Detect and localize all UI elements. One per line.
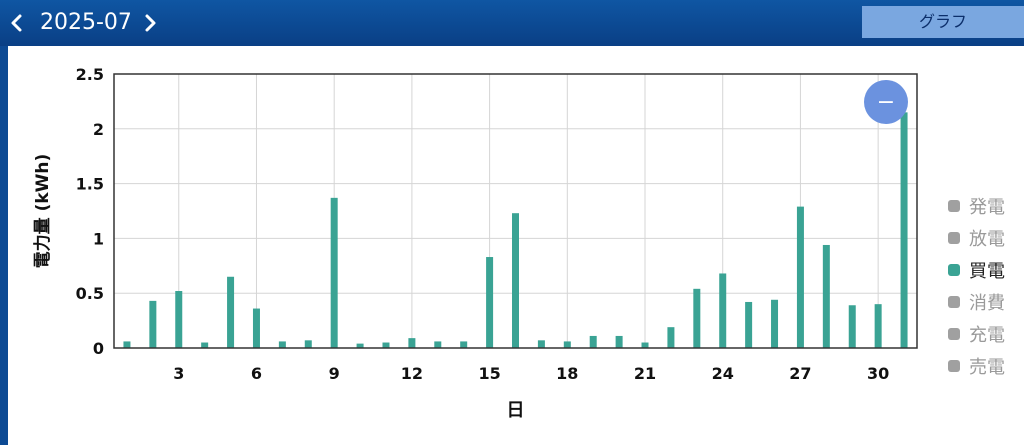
- bar[interactable]: [356, 343, 364, 348]
- minus-icon: −: [877, 90, 895, 115]
- legend-item[interactable]: 消費: [948, 286, 1024, 318]
- bar[interactable]: [615, 335, 623, 348]
- x-tick-label: 9: [329, 364, 340, 383]
- legend-label: 充電: [969, 325, 1005, 346]
- bar[interactable]: [382, 342, 390, 348]
- y-tick-label: 2.5: [76, 65, 104, 84]
- x-tick-label: 6: [251, 364, 262, 383]
- x-axis-ticks: 3 6 9 12 15 18 21 24 27 30: [173, 364, 889, 383]
- y-tick-label: 2: [93, 120, 104, 139]
- legend-item[interactable]: 放電: [948, 222, 1024, 254]
- legend-swatch-icon: [948, 232, 960, 244]
- chart-panel: 0 0.5 1 1.5 2 2.5 3 6 9 12 15 18 21 24 27 30 電力量 (kWh)…: [8, 46, 1024, 445]
- legend-swatch-icon: [948, 360, 960, 372]
- x-tick-label: 12: [401, 364, 423, 383]
- bar[interactable]: [201, 342, 209, 348]
- bar[interactable]: [512, 213, 519, 348]
- legend-item[interactable]: 売電: [948, 350, 1024, 382]
- chevron-left-icon: [11, 14, 22, 32]
- x-tick-label: 24: [712, 364, 734, 383]
- y-tick-label: 1.5: [76, 175, 104, 194]
- legend-label: 消費: [969, 293, 1005, 314]
- y-axis-ticks: 0 0.5 1 1.5 2 2.5: [76, 65, 104, 358]
- bar[interactable]: [771, 299, 779, 348]
- bar[interactable]: [693, 288, 701, 348]
- bar[interactable]: [227, 276, 235, 348]
- y-tick-label: 0.5: [76, 284, 104, 303]
- bar-chart: 0 0.5 1 1.5 2 2.5 3 6 9 12 15 18 21 24 27 30 電力量 (kWh)…: [32, 65, 918, 421]
- x-tick-label: 27: [789, 364, 811, 383]
- bar[interactable]: [822, 244, 830, 348]
- bar[interactable]: [123, 341, 131, 348]
- bar[interactable]: [252, 308, 260, 348]
- legend-label: 買電: [969, 261, 1005, 282]
- y-tick-label: 0: [93, 339, 104, 358]
- month-label: 2025-07: [40, 10, 132, 35]
- bar-series: [123, 112, 908, 348]
- zoom-button-circle: [864, 80, 908, 124]
- bar[interactable]: [304, 340, 312, 348]
- legend: 発電放電買電消費充電売電: [948, 190, 1024, 382]
- zoom-out-button[interactable]: −: [864, 80, 908, 124]
- bar[interactable]: [563, 341, 571, 348]
- bar[interactable]: [486, 257, 494, 348]
- header-bar: 2025-07 グラフ: [0, 0, 1024, 46]
- bar[interactable]: [641, 342, 649, 348]
- bar[interactable]: [278, 341, 286, 348]
- bar[interactable]: [175, 291, 183, 348]
- legend-item[interactable]: 充電: [948, 318, 1024, 350]
- bar[interactable]: [149, 300, 157, 348]
- legend-swatch-icon: [948, 328, 960, 340]
- x-tick-label: 21: [634, 364, 656, 383]
- bar[interactable]: [537, 340, 545, 348]
- bar[interactable]: [719, 273, 727, 348]
- legend-swatch-icon: [948, 200, 960, 212]
- bar[interactable]: [796, 206, 804, 348]
- graph-button[interactable]: グラフ: [862, 6, 1024, 38]
- legend-swatch-icon: [948, 264, 960, 276]
- x-axis-label: 日: [507, 400, 525, 421]
- bar[interactable]: [874, 304, 882, 348]
- x-tick-label: 3: [173, 364, 184, 383]
- bar[interactable]: [460, 341, 468, 348]
- bar[interactable]: [434, 341, 442, 348]
- legend-swatch-icon: [948, 296, 960, 308]
- legend-label: 売電: [969, 357, 1005, 378]
- x-tick-label: 18: [556, 364, 578, 383]
- prev-month-button[interactable]: [2, 6, 32, 40]
- bar[interactable]: [667, 327, 675, 348]
- bar[interactable]: [589, 335, 597, 348]
- bar[interactable]: [745, 301, 753, 348]
- bar[interactable]: [330, 197, 338, 348]
- bar[interactable]: [848, 305, 856, 348]
- x-tick-label: 30: [867, 364, 889, 383]
- legend-item[interactable]: 発電: [948, 190, 1024, 222]
- y-tick-label: 1: [93, 229, 104, 248]
- legend-label: 発電: [969, 197, 1005, 218]
- chevron-right-icon: [145, 14, 156, 32]
- legend-label: 放電: [969, 229, 1005, 250]
- legend-item[interactable]: 買電: [948, 254, 1024, 286]
- bar[interactable]: [408, 338, 416, 348]
- y-axis-label: 電力量 (kWh): [32, 154, 53, 269]
- plot-frame: [113, 73, 918, 349]
- next-month-button[interactable]: [136, 6, 166, 40]
- x-tick-label: 15: [478, 364, 500, 383]
- bar[interactable]: [900, 112, 908, 348]
